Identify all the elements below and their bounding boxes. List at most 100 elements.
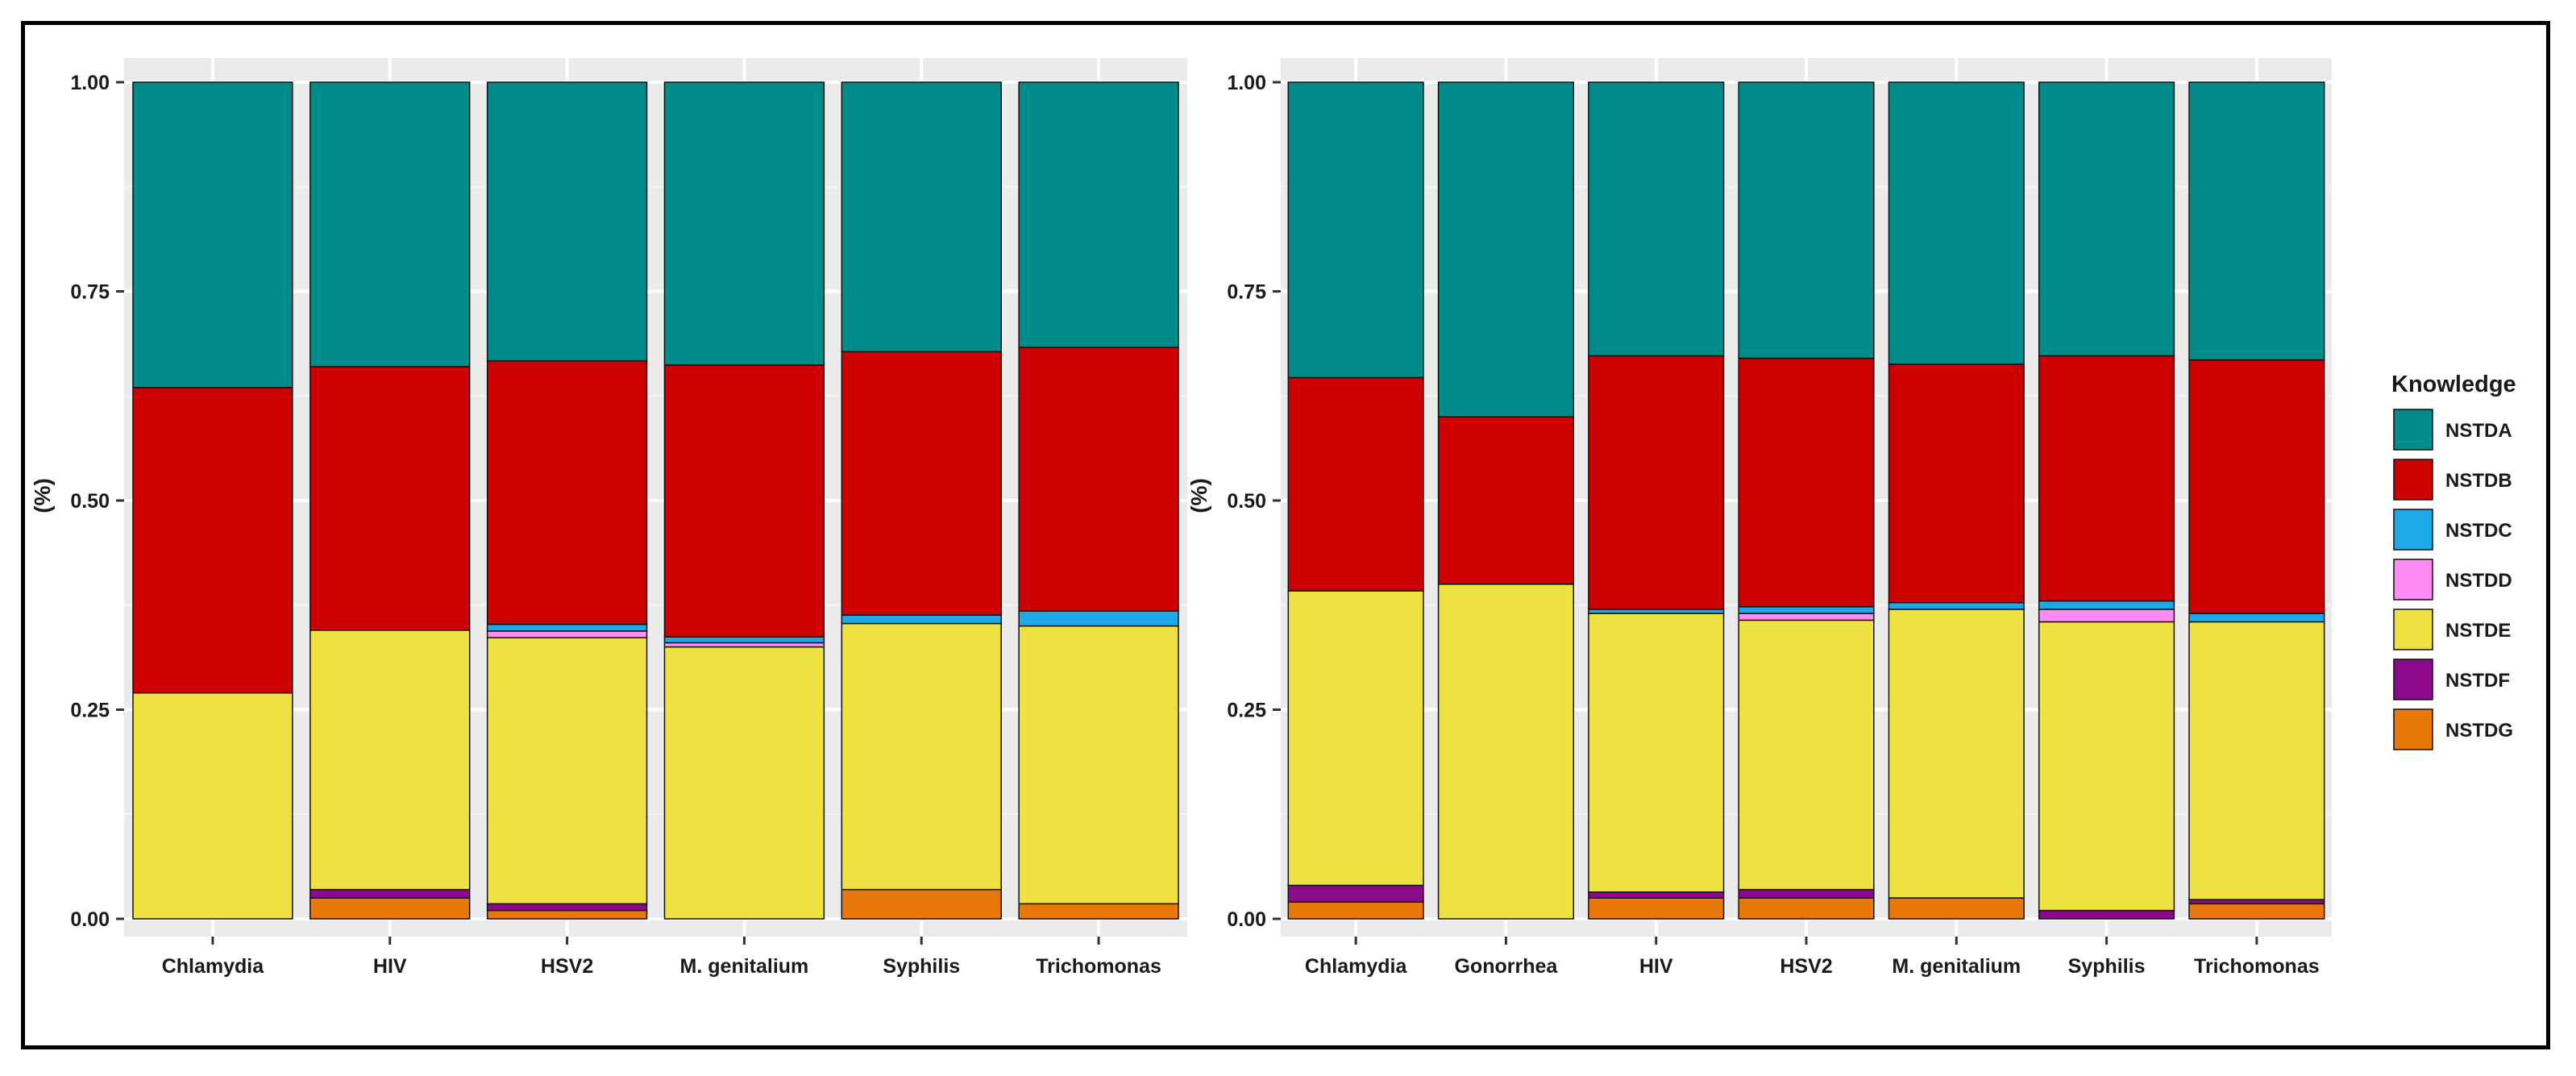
bar-segment-nstdc (2188, 613, 2325, 623)
bar-segment-nstdb (1018, 347, 1179, 612)
bar-segment-nstdb (2188, 359, 2325, 614)
bar-segment-nstdg (1738, 897, 1875, 920)
bar-segment-nstda (841, 81, 1002, 352)
y-tick-label: 0.75 (1227, 281, 1266, 304)
legend: Knowledge NSTDA NSTDB NSTDC NSTDD NSTDE NSTDF N… (2391, 372, 2516, 750)
legend-label: NSTDG (2445, 720, 2513, 742)
y-axis-label: (%) (30, 478, 55, 513)
bar-segment-nstde (2038, 621, 2175, 912)
bar-segment-nstde (1437, 584, 1575, 920)
bar-segment-nstdf (1287, 884, 1424, 903)
bar-segment-nstdc (1888, 601, 2025, 610)
bar-segment-nstdc (841, 614, 1002, 625)
legend-label: NSTDD (2445, 570, 2512, 592)
right-stacked-bar-chart: 0.00 0.25 0.50 0.75 1.00 (%) Chlamydia Gonorrhe… (1186, 58, 2332, 978)
x-tick-label: Chlamydia (1305, 955, 1408, 978)
bar-segment-nstdc (1588, 609, 1725, 614)
bar-segment-nstdb (841, 351, 1002, 616)
bar-segment-nstdc (2038, 600, 2175, 610)
bar-segment-nstdg (1588, 897, 1725, 920)
bar-segment-nstdb (1437, 416, 1575, 585)
bar-segment-nstdg (1018, 903, 1179, 920)
bar-segment-nstdc (1018, 610, 1179, 627)
y-tick-label: 0.50 (1227, 490, 1266, 513)
bar-segment-nstdf (310, 888, 471, 899)
bar-segment-nstda (1437, 81, 1575, 418)
bar-segment-nstda (1738, 81, 1875, 359)
x-tick-label: M. genitalium (1892, 955, 2021, 978)
bar-segment-nstdd (663, 642, 825, 648)
bar-segment-nstde (2188, 621, 2325, 900)
x-tick-label: Gonorrhea (1455, 955, 1559, 978)
x-tick-label: HSV2 (541, 955, 593, 978)
bar-segment-nstdg (841, 888, 1002, 920)
bar-segment-nstdf (2188, 899, 2325, 905)
legend-swatch-nstdg (2393, 708, 2433, 750)
legend-label: NSTDA (2445, 420, 2512, 442)
bar-segment-nstde (841, 622, 1002, 891)
bar-segment-nstdg (1287, 901, 1424, 920)
legend-swatch-nstdb (2393, 459, 2433, 501)
bar-segment-nstdb (1738, 357, 1875, 608)
bar-segment-nstda (2038, 81, 2175, 357)
plot-panel (124, 58, 1187, 937)
bar-segment-nstda (310, 81, 471, 368)
y-tick-label: 0.25 (70, 700, 110, 722)
bar-segment-nstde (132, 692, 293, 920)
bar-segment-nstdd (1738, 613, 1875, 621)
bar-segment-nstda (663, 81, 825, 366)
legend-swatch-nstdf (2393, 658, 2433, 700)
bar-segment-nstde (310, 629, 471, 891)
legend-swatch-nstdd (2393, 559, 2433, 600)
bar-segment-nstde (1738, 619, 1875, 891)
legend-label: NSTDC (2445, 520, 2512, 542)
bar-segment-nstdb (2038, 355, 2175, 602)
x-tick-label: Trichomonas (2194, 955, 2320, 978)
bar-segment-nstdg (486, 909, 648, 920)
bar-segment-nstdf (2038, 909, 2175, 920)
bar-segment-nstdc (663, 636, 825, 644)
y-tick-label: 0.00 (70, 908, 110, 931)
bar-segment-nstdc (486, 623, 648, 632)
bar-segment-nstde (486, 637, 648, 905)
bar-segment-nstdg (310, 897, 471, 920)
y-tick-label: 0.25 (1227, 700, 1266, 722)
bar-segment-nstdb (310, 366, 471, 631)
bar-segment-nstde (1287, 590, 1424, 887)
bar-segment-nstdb (486, 359, 648, 625)
legend-swatch-nstda (2393, 409, 2433, 451)
bar-segment-nstda (2188, 81, 2325, 361)
bar-segment-nstda (1888, 81, 2025, 365)
bar-segment-nstda (1287, 81, 1424, 379)
x-tick-label: Syphilis (2068, 955, 2146, 978)
legend-label: NSTDB (2445, 470, 2512, 492)
y-tick-label: 1.00 (70, 72, 110, 94)
bar-segment-nstde (1888, 609, 2025, 899)
bar-segment-nstdf (1738, 888, 1875, 899)
bar-segment-nstdb (663, 364, 825, 638)
bar-segment-nstdf (486, 903, 648, 912)
bar-segment-nstde (1588, 613, 1725, 893)
bar-segment-nstdb (132, 387, 293, 694)
bar-segment-nstde (1018, 625, 1179, 905)
x-tick-label: HIV (373, 955, 407, 978)
y-tick-label: 0.75 (70, 281, 110, 304)
y-tick-label: 1.00 (1227, 72, 1266, 94)
y-axis-label: (%) (1186, 478, 1211, 513)
bar-segment-nstdd (2038, 609, 2175, 623)
left-stacked-bar-chart: 0.00 0.25 0.50 0.75 1.00 (%) Chlamydia HIV HSV2 M… (30, 58, 1187, 978)
x-tick-label: M. genitalium (680, 955, 809, 978)
x-tick-label: Trichomonas (1036, 955, 1161, 978)
bar-segment-nstdb (1287, 376, 1424, 592)
y-tick-label: 0.50 (70, 490, 110, 513)
legend-swatch-nstdc (2393, 509, 2433, 550)
bar-segment-nstda (1588, 81, 1725, 357)
bar-segment-nstda (486, 81, 648, 362)
legend-swatch-nstde (2393, 609, 2433, 650)
bar-segment-nstdf (1588, 891, 1725, 899)
legend-label: NSTDF (2445, 670, 2510, 692)
y-tick-label: 0.00 (1227, 908, 1266, 931)
bar-segment-nstdb (1588, 355, 1725, 610)
x-tick-label: Syphilis (883, 955, 960, 978)
